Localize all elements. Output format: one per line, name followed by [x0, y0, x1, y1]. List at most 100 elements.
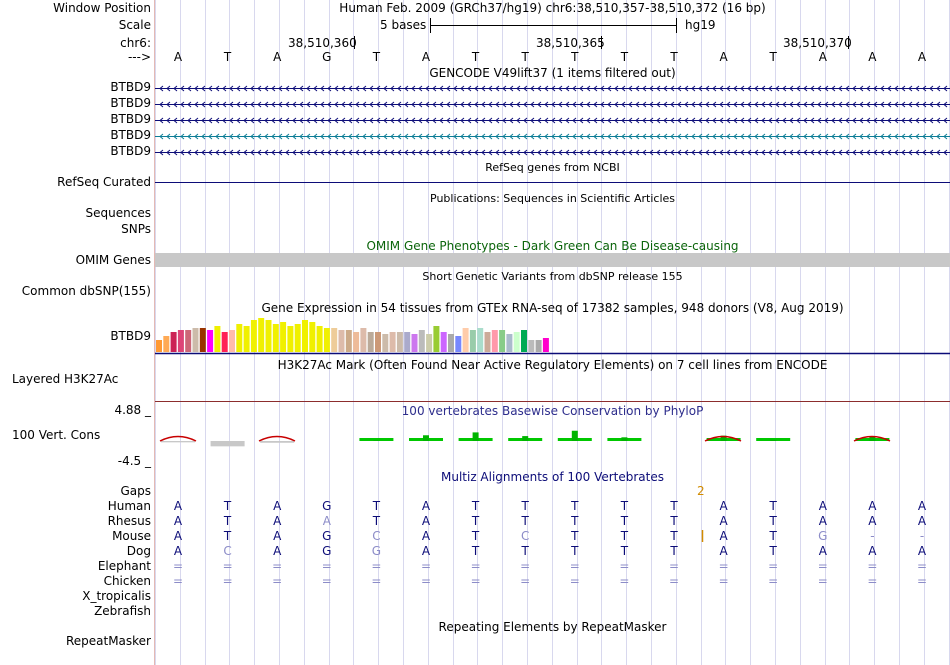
track-labels-column: Window Position Scale chr6: ---> BTBD9 B… — [0, 0, 153, 665]
h3k27ac-label[interactable]: Layered H3K27Ac — [12, 372, 119, 386]
alignment-base: = — [817, 574, 828, 588]
gencode-row-label[interactable]: BTBD9 — [110, 128, 151, 142]
gtex-tissue-bar — [469, 330, 476, 352]
omim-label[interactable]: OMIM Genes — [75, 253, 151, 267]
h3k27ac-caption[interactable]: H3K27Ac Mark (Often Found Near Active Re… — [277, 358, 828, 372]
alignment-base: = — [371, 559, 382, 573]
species-label[interactable]: Elephant — [97, 559, 151, 573]
alignment-base: T — [571, 529, 579, 543]
conservation-bar — [621, 437, 628, 441]
gtex-tissue-bar — [389, 332, 396, 352]
alignment-base: = — [619, 574, 630, 588]
species-label[interactable]: Chicken — [103, 574, 151, 588]
alignment-base: A — [719, 544, 728, 558]
ruler-base: T — [223, 50, 232, 64]
alignment-base: T — [223, 514, 232, 528]
strand-arrows — [159, 85, 948, 92]
gtex-tissue-bar — [302, 320, 308, 352]
conservation-caption[interactable]: 100 vertebrates Basewise Conservation by… — [401, 404, 704, 418]
track-image[interactable]: Human Feb. 2009 (GRCh37/hg19) chr6:38,51… — [155, 0, 950, 665]
dbsnp-caption[interactable]: Short Genetic Variants from dbSNP releas… — [422, 270, 683, 283]
ruler-base: T — [471, 50, 480, 64]
alignment-base: A — [173, 499, 183, 513]
chrom-label[interactable]: chr6: — [120, 36, 151, 50]
alignment-base: = — [321, 574, 332, 588]
refseq-label[interactable]: RefSeq Curated — [57, 175, 151, 189]
alignment-base: A — [173, 544, 183, 558]
alignment-base: C — [223, 544, 232, 558]
omim-caption[interactable]: OMIM Gene Phenotypes - Dark Green Can Be… — [366, 239, 739, 253]
assembly-name: hg19 — [685, 18, 716, 32]
gencode-row-label[interactable]: BTBD9 — [110, 80, 151, 94]
refseq-caption[interactable]: RefSeq genes from NCBI — [485, 161, 620, 174]
dbsnp-label[interactable]: Common dbSNP(155) — [21, 284, 151, 298]
conservation-label[interactable]: 100 Vert. Cons — [12, 428, 101, 442]
gtex-tissue-bar — [440, 332, 447, 352]
species-label[interactable]: Dog — [126, 544, 151, 558]
gtex-tissue-bar — [418, 330, 425, 352]
species-label[interactable]: Mouse — [112, 529, 151, 543]
gtex-tissue-bar — [375, 332, 381, 352]
ruler-base: T — [769, 50, 777, 64]
species-label[interactable]: Rhesus — [107, 514, 151, 528]
alignment-base: A — [719, 499, 728, 513]
publications-caption[interactable]: Publications: Sequences in Scientific Ar… — [430, 192, 675, 205]
gencode-row-label[interactable]: BTBD9 — [110, 96, 151, 110]
strand-arrow-label[interactable]: ---> — [127, 50, 151, 64]
ruler-base: T — [571, 50, 579, 64]
alignment-base: - — [870, 529, 875, 543]
alignment-base: T — [571, 544, 579, 558]
species-label[interactable]: X_tropicalis — [82, 589, 151, 603]
alignment-base: = — [718, 559, 729, 573]
scale-label[interactable]: Scale — [118, 18, 151, 32]
gtex-tissue-bar — [258, 318, 265, 352]
multiz-caption[interactable]: Multiz Alignments of 100 Vertebrates — [440, 470, 665, 484]
alignment-base: T — [670, 499, 678, 513]
alignment-base: G — [371, 544, 382, 558]
ruler-base: T — [670, 50, 678, 64]
gtex-tissue-bar — [207, 330, 214, 352]
alignment-base: = — [371, 574, 382, 588]
gtex-tissue-bar — [448, 334, 454, 352]
gtex-tissue-bar — [484, 332, 491, 352]
alignment-base: C — [372, 529, 381, 543]
conservation-bar — [522, 436, 529, 441]
track-drawing[interactable] — [155, 0, 950, 665]
alignment-base: = — [668, 559, 680, 573]
gtex-tissue-bar — [156, 340, 162, 352]
gtex-tissue-bar — [396, 332, 403, 352]
alignment-base: A — [273, 529, 282, 543]
alignment-base: T — [769, 514, 777, 528]
species-label[interactable]: Zebrafish — [94, 604, 151, 618]
alignment-base: = — [420, 559, 432, 573]
alignment-base: = — [867, 559, 878, 573]
window-position-label[interactable]: Window Position — [53, 1, 151, 15]
repeatmasker-caption[interactable]: Repeating Elements by RepeatMasker — [438, 620, 667, 634]
alignment-base: A — [421, 514, 431, 528]
gtex-tissue-bar — [280, 322, 287, 352]
alignment-base: - — [919, 529, 925, 543]
gtex-caption[interactable]: Gene Expression in 54 tissues from GTEx … — [261, 301, 844, 315]
alignment-base: T — [769, 499, 777, 513]
sequences-label[interactable]: Sequences — [85, 206, 151, 220]
gencode-row-label[interactable]: BTBD9 — [110, 144, 151, 158]
alignment-base: = — [420, 574, 432, 588]
coordinate-label: 38,510,370 — [783, 36, 852, 50]
alignment-base: G — [322, 499, 332, 513]
gtex-label[interactable]: BTBD9 — [110, 329, 151, 343]
conservation-hump — [258, 435, 296, 442]
gaps-label[interactable]: Gaps — [120, 484, 151, 498]
gencode-row-label[interactable]: BTBD9 — [110, 112, 151, 126]
conservation-bar — [472, 432, 479, 441]
repeatmasker-label[interactable]: RepeatMasker — [65, 634, 151, 648]
gtex-tissue-bar — [177, 330, 184, 352]
alignment-base: = — [619, 559, 630, 573]
snps-label[interactable]: SNPs — [121, 222, 151, 236]
alignment-base: = — [916, 559, 928, 573]
gtex-tissue-bar — [528, 340, 535, 352]
gencode-caption[interactable]: GENCODE V49lift37 (1 items filtered out) — [429, 66, 676, 80]
alignment-base: A — [173, 514, 183, 528]
gtex-tissue-bar — [513, 332, 520, 352]
species-label[interactable]: Human — [107, 499, 151, 513]
gtex-tissue-bar — [265, 320, 272, 352]
